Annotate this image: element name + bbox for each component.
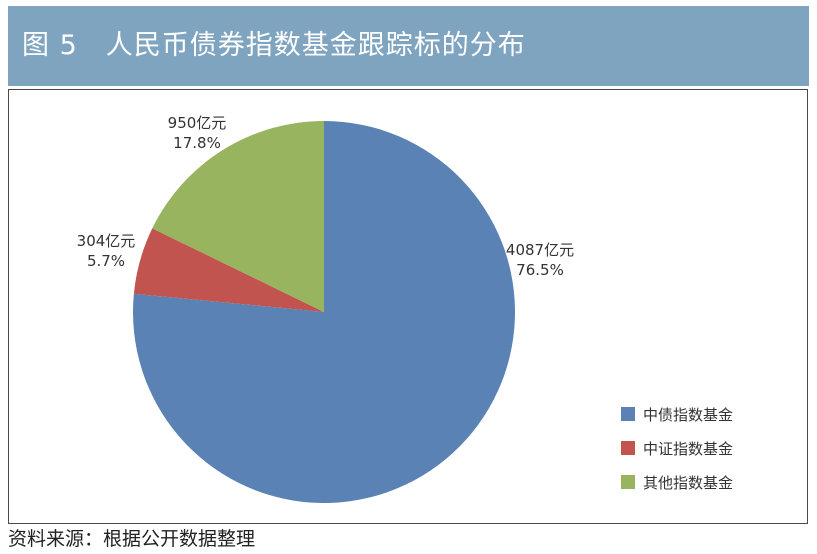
- pie-chart: 4087亿元 76.5% 304亿元 5.7% 950亿元 17.8%: [77, 114, 574, 503]
- chart-frame: 4087亿元 76.5% 304亿元 5.7% 950亿元 17.8% 中债指数基金 中证…: [8, 89, 808, 524]
- legend-swatch: [621, 475, 635, 489]
- legend-label: 其他指数基金: [643, 473, 734, 492]
- legend-item-other: 其他指数基金: [621, 465, 791, 499]
- slice-value-label: 304亿元: [77, 232, 136, 250]
- chart-legend: 中债指数基金 中证指数基金 其他指数基金: [621, 397, 791, 499]
- legend-item-zhongzhai: 中债指数基金: [621, 397, 791, 431]
- slice-percent-label: 17.8%: [173, 134, 221, 152]
- legend-label: 中证指数基金: [643, 439, 734, 458]
- legend-item-zhongzheng: 中证指数基金: [621, 431, 791, 465]
- legend-swatch: [621, 441, 635, 455]
- legend-label: 中债指数基金: [643, 405, 734, 424]
- slice-value-label: 950亿元: [168, 114, 227, 132]
- slice-percent-label: 76.5%: [516, 261, 564, 279]
- legend-swatch: [621, 407, 635, 421]
- page-title: 图 5 人民币债券指数基金跟踪标的分布: [22, 30, 526, 61]
- title-bar: 图 5 人民币债券指数基金跟踪标的分布: [8, 6, 809, 86]
- pie-slice-2: [152, 121, 324, 312]
- slice-percent-label: 5.7%: [87, 252, 125, 270]
- slice-value-label: 4087亿元: [506, 241, 574, 259]
- source-note: 资料来源：根据公开数据整理: [8, 528, 256, 550]
- pie-slice-1: [133, 228, 324, 312]
